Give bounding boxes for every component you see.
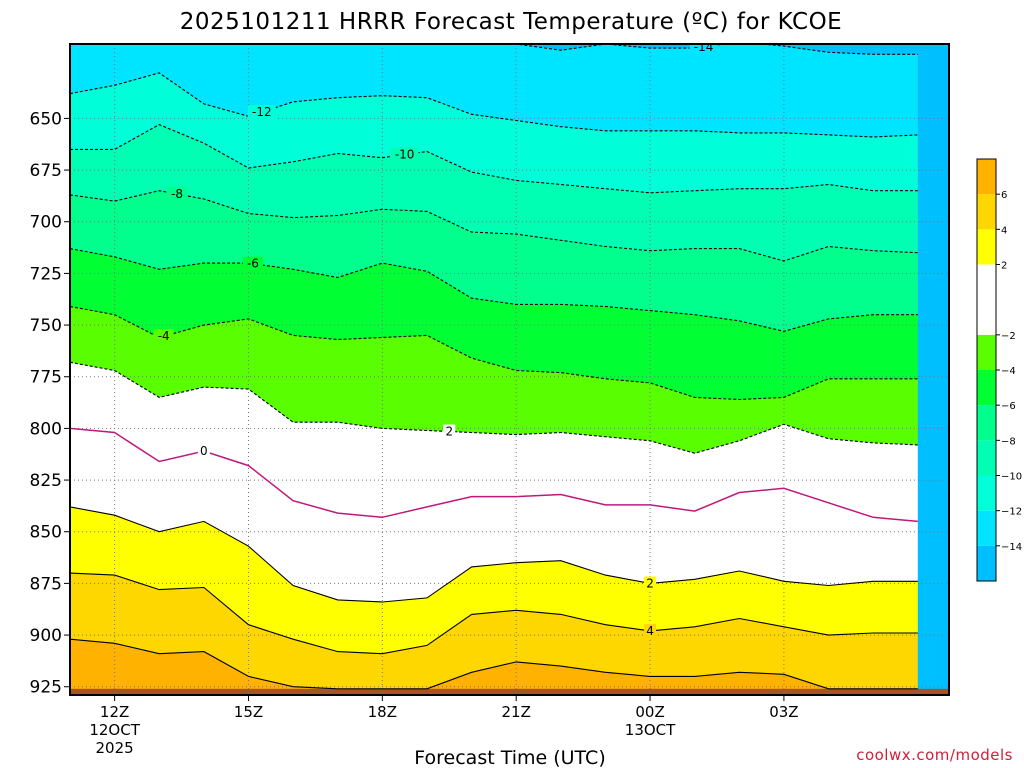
colorbar-swatch <box>977 440 996 476</box>
temperature-band <box>70 72 918 193</box>
isotherm-label-bg <box>689 44 718 54</box>
y-tick-label: 725 <box>30 264 62 284</box>
colorbar-tick-label: −8 <box>1001 436 1016 447</box>
y-tick-label: 700 <box>30 213 62 233</box>
colorbar-swatch <box>977 545 996 581</box>
colorbar-tick-label: −14 <box>1001 542 1022 553</box>
isotherm-label: -10 <box>395 148 415 162</box>
colorbar-tick-label: −10 <box>1001 472 1022 483</box>
y-tick-label: 850 <box>30 523 62 543</box>
isotherm-label: 4 <box>646 624 654 638</box>
colorbar-swatch <box>977 264 996 335</box>
colorbar-swatch <box>977 475 996 511</box>
temperature-band <box>70 573 918 689</box>
temperature-band <box>70 306 918 454</box>
colorbar-swatch <box>977 194 996 230</box>
isotherm-line-0 <box>70 427 918 523</box>
colorbar-tick-label: 4 <box>1001 225 1007 236</box>
isotherm-label: 2 <box>445 425 453 439</box>
plot-frame <box>69 43 950 696</box>
y-tick-label: 875 <box>30 574 62 594</box>
colorbar-tick-label: −6 <box>1001 401 1016 412</box>
isotherm-label: -4 <box>158 329 170 343</box>
x-tick-label: 15Z <box>234 703 263 721</box>
isotherm-label-bg <box>197 444 210 459</box>
colorbar-tick-label: −2 <box>1001 331 1016 342</box>
x-tick-label: 18Z <box>368 703 397 721</box>
colorbar-tick-label: 6 <box>1001 190 1007 201</box>
isotherm-labels: -14 -12 -10 -8 -6 -4 2 0 2 4 <box>153 40 718 638</box>
colorbar-swatch <box>977 229 996 265</box>
temperature-band <box>70 190 918 332</box>
isotherm-label: 2 <box>646 576 654 590</box>
temperature-fills <box>70 44 949 695</box>
isotherm-label-bg <box>247 104 276 119</box>
temperature-band <box>70 44 918 137</box>
isotherm-label-bg <box>167 187 188 202</box>
y-tick-label: 925 <box>30 678 62 698</box>
isotherm-label-bg <box>390 147 419 162</box>
isotherm-line-6 <box>70 638 918 690</box>
temperature-band <box>70 506 918 654</box>
y-tick-label: 825 <box>30 471 62 491</box>
x-tick-label: 00Z <box>635 703 664 721</box>
isotherm-label-bg <box>644 576 657 591</box>
isotherm-line-2 <box>70 506 918 603</box>
isotherm-label: -8 <box>171 187 183 201</box>
colorbar-swatch <box>977 405 996 441</box>
colorbar-swatch <box>977 370 996 406</box>
temperature-band <box>70 124 918 261</box>
isotherm-line-4 <box>70 572 918 655</box>
y-tick-label: 900 <box>30 626 62 646</box>
colorbar-swatch <box>977 510 996 546</box>
y-tick-label: 750 <box>30 316 62 336</box>
x-tick-label: 03Z <box>769 703 798 721</box>
temperature-band <box>70 639 918 695</box>
y-tick-label: 650 <box>30 109 62 129</box>
surface-ground <box>70 688 949 695</box>
isotherm-line--12 <box>70 72 918 138</box>
y-tick-label: 800 <box>30 419 62 439</box>
colorbar-swatch <box>977 159 996 195</box>
temperature-band <box>70 362 918 522</box>
isotherm-line--10 <box>70 123 918 194</box>
isotherm-label-bg <box>644 623 657 638</box>
isotherm-label: -12 <box>252 105 272 119</box>
y-tick-label: 775 <box>30 368 62 388</box>
y-axis: 650 675 700 725 750 775 800 825 850 875 900 925 <box>30 109 70 698</box>
y-tick-label: 675 <box>30 161 62 181</box>
plot-area: -14 -12 -10 -8 -6 -4 2 0 2 4 <box>70 40 949 695</box>
isotherm-line--4 <box>70 305 918 401</box>
isotherm-label: -6 <box>247 257 259 271</box>
isotherm-label: -14 <box>694 40 714 54</box>
colorbar-tick-label: −4 <box>1001 366 1016 377</box>
isotherm-lines <box>70 44 918 690</box>
isotherm-label-bg <box>242 256 263 271</box>
isotherm-label: 0 <box>200 444 208 458</box>
isotherm-line--2 <box>70 361 918 454</box>
x-tick-label: 12Z <box>100 703 129 721</box>
x-tick-label: 2025 <box>96 739 134 757</box>
colorbar-tick-label: −12 <box>1001 507 1022 518</box>
x-tick-label: 12OCT <box>89 721 140 739</box>
colorbar-swatch <box>977 334 996 370</box>
x-axis-label: Forecast Time (UTC) <box>414 747 605 768</box>
x-tick-label: 13OCT <box>625 721 676 739</box>
temperature-band <box>70 248 918 400</box>
isotherm-label-bg <box>153 329 174 344</box>
temperature-band <box>70 428 918 602</box>
x-tick-label: 21Z <box>502 703 531 721</box>
colorbar-legend: 6 4 2 −2 −4 −6 −8 −10 −12 −14 <box>976 158 1022 582</box>
isotherm-label-bg <box>443 424 456 439</box>
credit-link[interactable]: coolwx.com/models <box>856 746 1013 764</box>
chart-title: 2025101211 HRRR Forecast Temperature (ºC… <box>180 9 842 35</box>
colorbar-tick-label: 2 <box>1001 261 1007 272</box>
